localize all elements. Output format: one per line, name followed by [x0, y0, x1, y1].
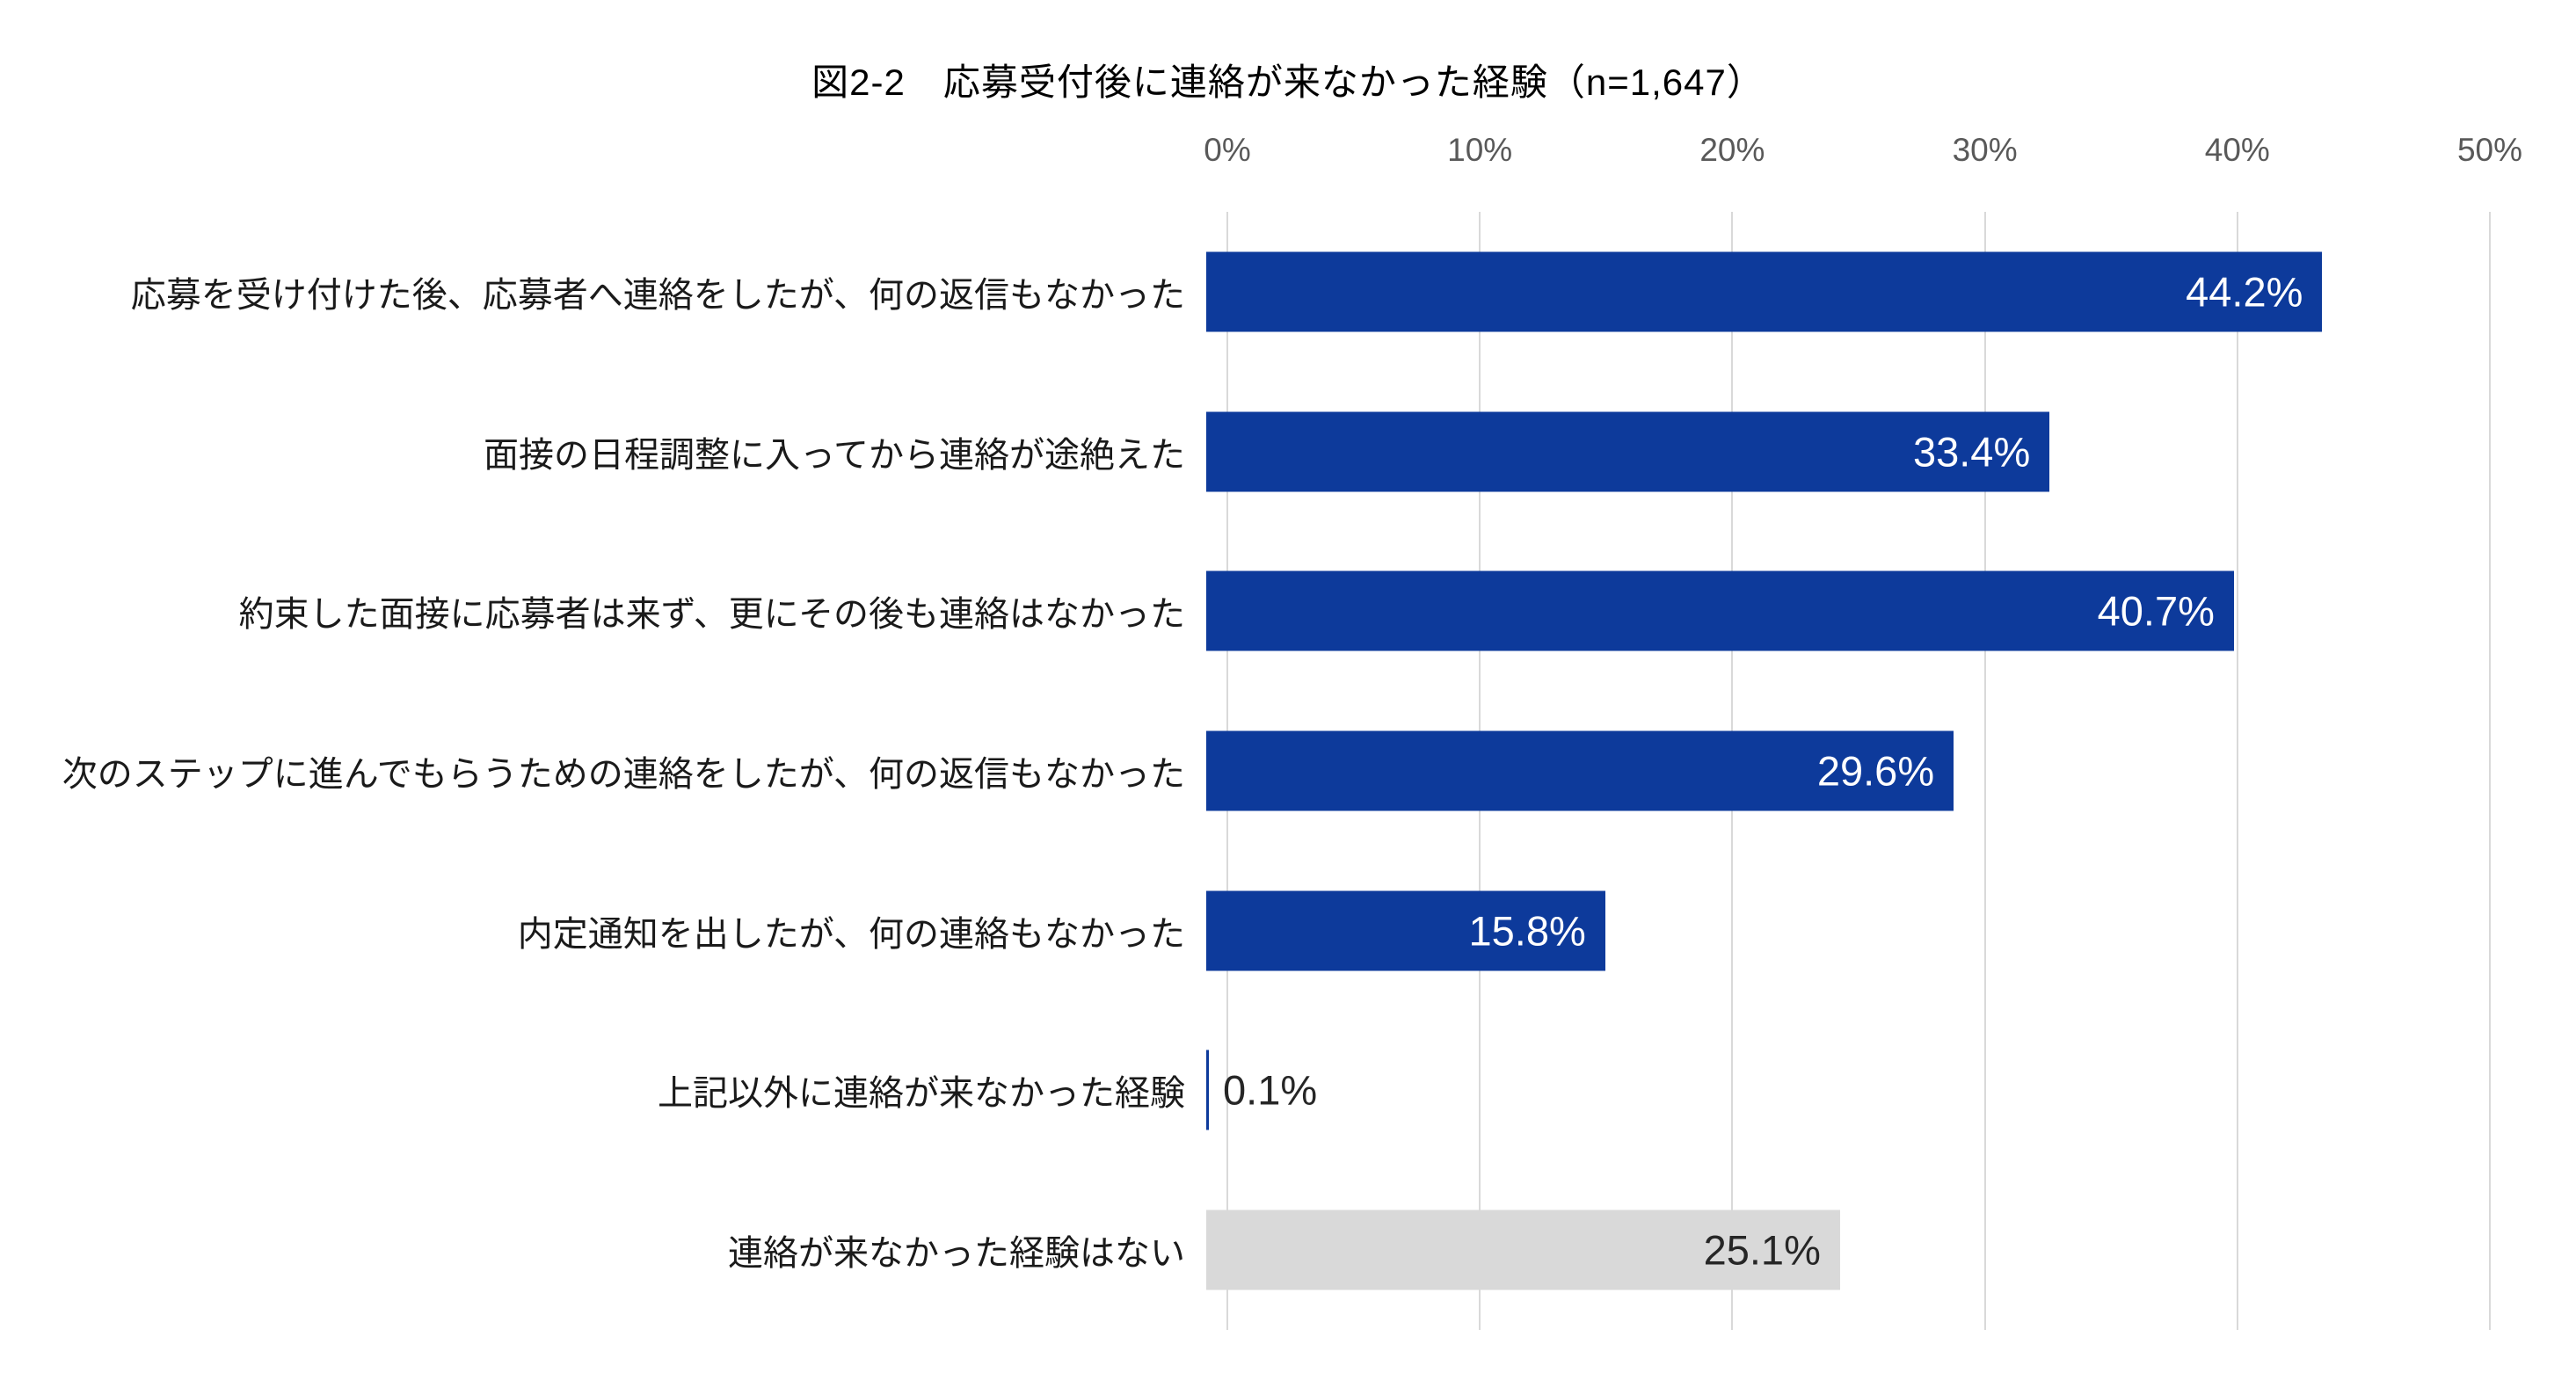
bar [1206, 411, 2050, 492]
bar [1206, 730, 1954, 811]
bar-area: 25.1% [1206, 1170, 2469, 1330]
bar-row: 約束した面接に応募者は来ず、更にその後も連絡はなかった 40.7% [0, 531, 2576, 691]
bar-area: 15.8% [1206, 851, 2469, 1011]
category-label: 上記以外に連絡が来なかった経験 [658, 1074, 1185, 1114]
x-axis-tick-labels: 0% 10% 20% 30% 40% 50% [1204, 132, 2522, 176]
x-tick-label: 40% [2204, 132, 2270, 168]
value-label: 29.6% [1816, 747, 1935, 795]
bar-area: 33.4% [1206, 372, 2469, 532]
bar-area: 29.6% [1206, 691, 2469, 851]
bar [1206, 1210, 1840, 1290]
category-label: 次のステップに進んでもらうための連絡をしたが、何の返信もなかった [62, 754, 1185, 794]
value-label: 0.1% [1223, 1066, 1318, 1114]
bar [1206, 251, 2323, 332]
x-tick-label: 20% [1699, 132, 1765, 168]
value-label: 44.2% [2186, 268, 2303, 316]
x-tick-label: 10% [1447, 132, 1513, 168]
value-label: 25.1% [1703, 1226, 1821, 1274]
bar-row: 連絡が来なかった経験はない 25.1% [0, 1170, 2576, 1330]
bar-row: 内定通知を出したが、何の連絡もなかった 15.8% [0, 851, 2576, 1011]
bar-row: 上記以外に連絡が来なかった経験 0.1% [0, 1010, 2576, 1170]
bar-row: 面接の日程調整に入ってから連絡が途絶えた 33.4% [0, 372, 2576, 532]
gridline-50pct [2489, 212, 2491, 1330]
bar [1206, 1050, 1209, 1130]
x-tick-label: 50% [2456, 132, 2523, 168]
x-tick-label: 30% [1952, 132, 2018, 168]
bar-area: 40.7% [1206, 531, 2469, 691]
bar-area: 44.2% [1206, 212, 2469, 372]
category-label: 連絡が来なかった経験はない [728, 1233, 1185, 1273]
bar-row: 応募を受け付けた後、応募者へ連絡をしたが、何の返信もなかった 44.2% [0, 212, 2576, 372]
bar-area: 0.1% [1206, 1010, 2469, 1170]
value-label: 15.8% [1468, 907, 1586, 955]
bar [1206, 890, 1605, 971]
chart-title: 図2-2 応募受付後に連絡が来なかった経験（n=1,647） [811, 62, 1765, 103]
bar [1206, 570, 2234, 651]
gridline-30pct [1983, 212, 1986, 1330]
bar-rows: 応募を受け付けた後、応募者へ連絡をしたが、何の返信もなかった 44.2% 面接の… [0, 212, 2576, 1330]
bar-row: 次のステップに進んでもらうための連絡をしたが、何の返信もなかった 29.6% [0, 691, 2576, 851]
category-label: 面接の日程調整に入ってから連絡が途絶えた [484, 435, 1185, 475]
category-label: 約束した面接に応募者は来ず、更にその後も連絡はなかった [238, 595, 1185, 635]
value-label: 33.4% [1912, 428, 2031, 476]
category-label: 内定通知を出したが、何の連絡もなかった [517, 914, 1185, 954]
value-label: 40.7% [2097, 587, 2215, 635]
category-label: 応募を受け付けた後、応募者へ連絡をしたが、何の返信もなかった [130, 275, 1185, 315]
x-tick-label: 0% [1204, 132, 1251, 168]
gridline-40pct [2236, 212, 2238, 1330]
